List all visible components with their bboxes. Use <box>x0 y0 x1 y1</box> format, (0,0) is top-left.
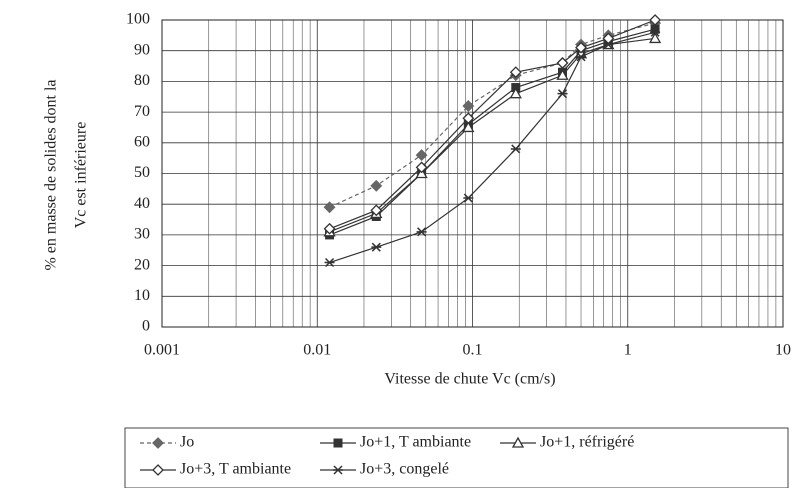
marker <box>462 112 475 125</box>
marker <box>371 242 382 252</box>
y-axis-label: Vc est inférieure <box>73 122 90 229</box>
x-tick-label: 1 <box>624 342 632 359</box>
y-tick-label: 60 <box>134 133 150 150</box>
marker <box>556 57 569 69</box>
x-tick-label: 10 <box>775 342 791 359</box>
legend-marker <box>333 438 343 448</box>
series-line <box>329 22 656 208</box>
legend-label: Jo+3, T ambiante <box>180 461 291 478</box>
legend-label: Jo <box>180 434 194 451</box>
marker <box>556 68 569 80</box>
y-tick-label: 100 <box>126 11 150 28</box>
marker <box>575 41 587 54</box>
plot-frame <box>161 19 784 328</box>
x-tick-label: 0.001 <box>144 342 180 359</box>
marker <box>415 161 428 174</box>
marker <box>576 52 587 62</box>
y-axis-label: % en masse de solides dont la <box>43 79 60 270</box>
marker <box>415 149 428 161</box>
marker <box>462 100 475 112</box>
x-tick-label: 0.01 <box>303 342 331 359</box>
marker <box>416 227 427 237</box>
x-tick-label: 0.1 <box>463 342 483 359</box>
marker <box>463 193 474 203</box>
y-tick-label: 20 <box>134 256 150 273</box>
marker <box>509 87 522 99</box>
legend-marker <box>152 464 164 476</box>
y-tick-label: 0 <box>142 318 150 335</box>
legend-marker <box>152 437 164 449</box>
legend-label: Jo+1, T ambiante <box>360 434 471 451</box>
y-tick-label: 80 <box>134 72 150 89</box>
marker <box>602 32 615 45</box>
y-tick-label: 90 <box>134 41 150 58</box>
marker <box>323 201 336 214</box>
legend-label: Jo+3, congelé <box>360 461 449 478</box>
y-tick-label: 40 <box>134 195 150 212</box>
marker <box>603 40 614 50</box>
marker <box>510 144 521 154</box>
y-tick-label: 70 <box>134 103 150 120</box>
legend-marker <box>333 465 343 475</box>
marker <box>462 121 475 133</box>
series-line <box>329 37 656 233</box>
x-axis-label: Vitesse de chute Vc (cm/s) <box>384 371 555 388</box>
series-line <box>329 31 656 264</box>
marker <box>324 257 335 268</box>
marker <box>648 32 662 44</box>
legend-box <box>124 427 789 488</box>
marker <box>649 14 662 26</box>
legend-label: Jo+1, réfrigéré <box>540 434 634 451</box>
marker <box>370 179 383 192</box>
legend-marker <box>511 436 525 448</box>
marker <box>323 222 336 235</box>
y-tick-label: 10 <box>134 287 150 304</box>
marker <box>509 66 522 79</box>
y-tick-label: 50 <box>134 164 150 181</box>
marker <box>650 27 661 37</box>
series-line <box>329 19 656 230</box>
marker <box>557 89 568 99</box>
marker <box>370 204 383 217</box>
y-tick-label: 30 <box>134 226 150 243</box>
